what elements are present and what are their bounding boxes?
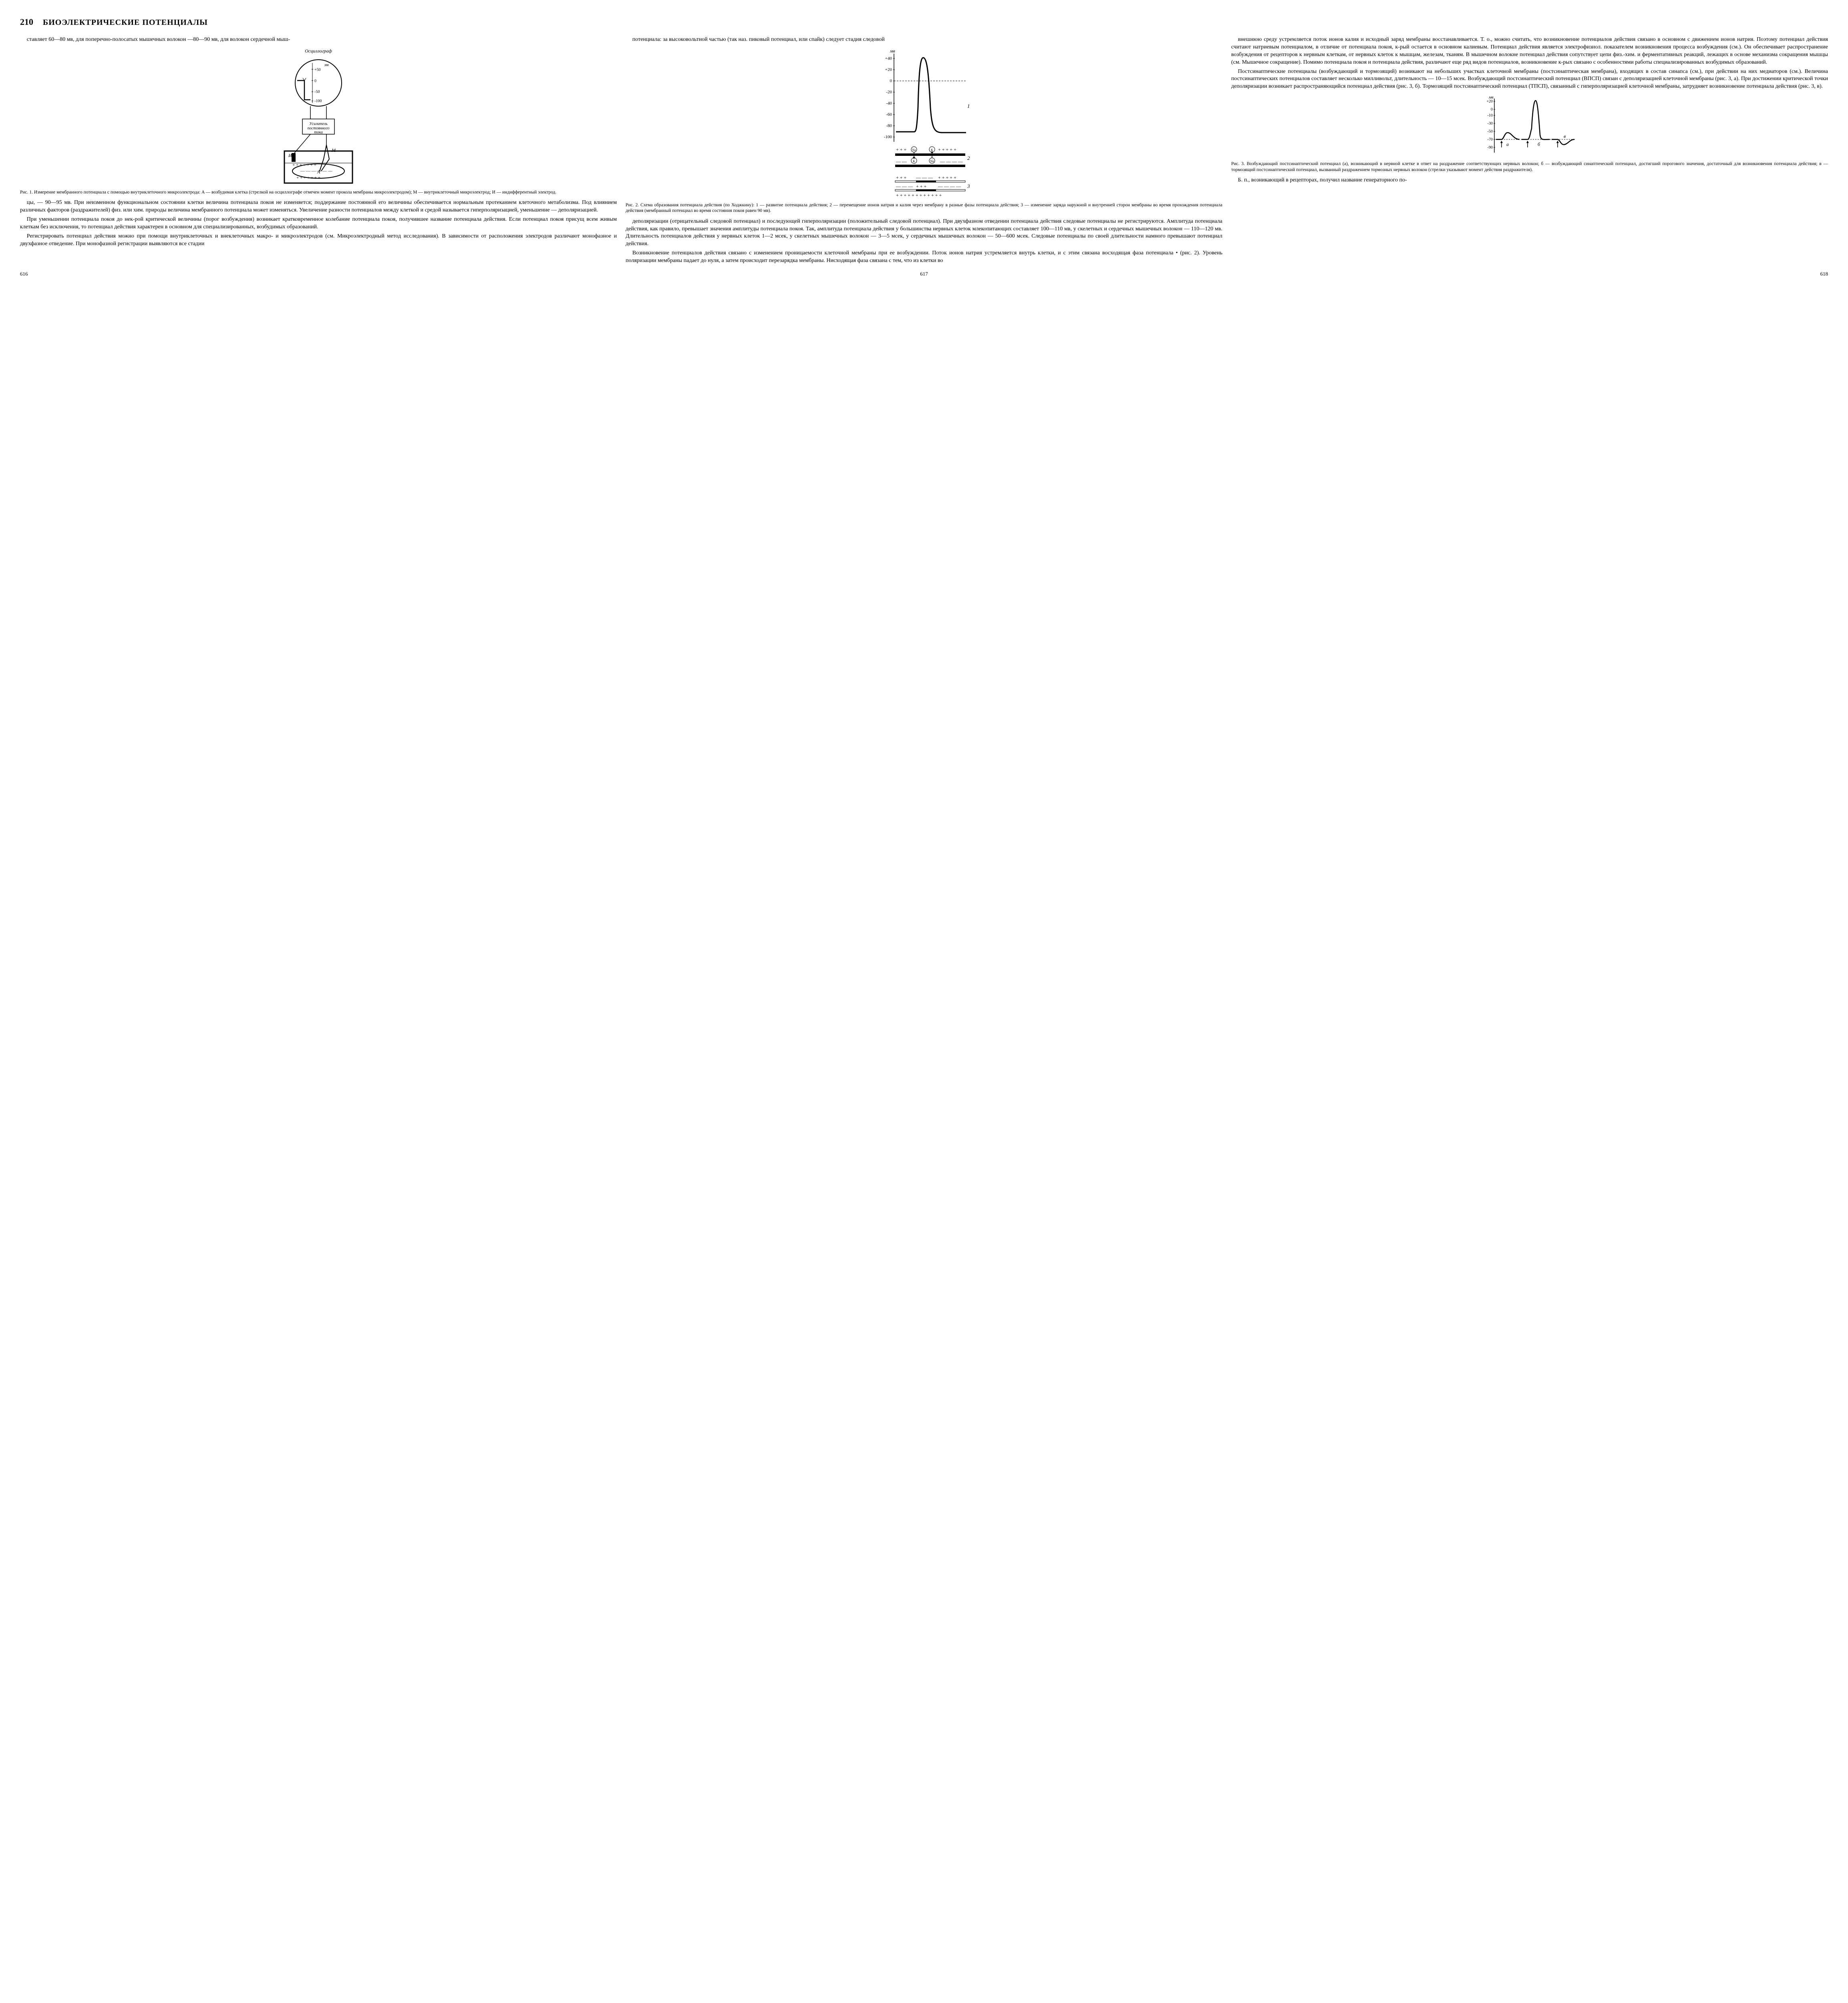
svg-text:— — — — — —: — — — — — — [300, 169, 333, 173]
svg-text:Na: Na [912, 148, 916, 152]
svg-text:+ + + + +: + + + + + [938, 175, 956, 180]
svg-text:в: в [1564, 133, 1566, 139]
svg-text:-100: -100 [884, 135, 892, 139]
svg-text:+ + +: + + + [896, 175, 907, 180]
column-3: внешнюю среду устремляется поток ионов к… [1231, 36, 1828, 266]
col1-p2: цы, — 90—95 мв. При неизменном функциона… [20, 199, 617, 214]
svg-text:-60: -60 [886, 112, 892, 117]
footer-n1: 616 [20, 270, 28, 278]
svg-text:— — — —: — — — — [938, 183, 961, 189]
svg-text:М: М [331, 147, 336, 153]
col3-p3: Б. п., возникающий в рецепторах, получил… [1231, 177, 1828, 184]
page-title: БИОЭЛЕКТРИЧЕСКИЕ ПОТЕНЦИАЛЫ [43, 17, 208, 28]
svg-text:мв: мв [324, 63, 329, 67]
svg-text:Усилитель: Усилитель [309, 122, 328, 126]
svg-text:Na: Na [930, 159, 934, 163]
svg-text:+20: +20 [1486, 99, 1493, 104]
svg-text:0: 0 [1491, 107, 1493, 112]
page-number: 210 [20, 16, 33, 28]
figure-2: мв +40 +20 0 -20 -40 -60 -80 -100 [626, 48, 1222, 214]
svg-text:+40: +40 [885, 56, 892, 61]
figure-2-svg: мв +40 +20 0 -20 -40 -60 -80 -100 [876, 48, 972, 200]
svg-text:-100: -100 [314, 99, 322, 103]
svg-text:— —: — — [896, 159, 907, 164]
svg-text:-50: -50 [314, 90, 320, 94]
svg-text:0: 0 [890, 79, 892, 83]
svg-text:-50: -50 [1488, 129, 1493, 134]
footer-n3: 618 [1820, 270, 1828, 278]
svg-text:+ + + + + + +: + + + + + + + [292, 163, 316, 167]
svg-text:-90: -90 [1488, 145, 1493, 150]
svg-text:б: б [1538, 141, 1540, 147]
col2-p3: Возникновение потенциалов действия связа… [626, 250, 1222, 265]
svg-text:-20: -20 [886, 90, 892, 95]
svg-text:мв: мв [890, 48, 895, 54]
three-column-layout: ставляет 60—80 мв, для поперечно-полосат… [20, 36, 1828, 266]
col2-p2: деполяризации (отрицательный следовой по… [626, 218, 1222, 248]
svg-text:тока: тока [314, 130, 323, 135]
column-1: ставляет 60—80 мв, для поперечно-полосат… [20, 36, 617, 266]
figure-3: мв +20 0 -10 -30 -50 -70 -90 а [1231, 95, 1828, 173]
svg-text:-40: -40 [886, 101, 892, 106]
col2-p1: потенциала: за высоковольтной частью (та… [626, 36, 1222, 44]
fig1-osc-label: Осциллограф [20, 48, 617, 54]
svg-text:— — —: — — — [896, 183, 913, 189]
svg-text:-10: -10 [1488, 113, 1493, 118]
svg-text:+ + + + + + +: + + + + + + + [296, 175, 320, 180]
figure-1-caption: Рис. 1. Измерение мембранного потенциала… [20, 189, 617, 195]
svg-text:-80: -80 [886, 123, 892, 128]
col3-p1: внешнюю среду устремляется поток ионов к… [1231, 36, 1828, 66]
svg-text:— — —: — — — [916, 175, 933, 180]
figure-1: Осциллограф мв +50 0 -50 -100 [20, 48, 617, 195]
svg-text:+ + + + + + + + + + + +: + + + + + + + + + + + + [896, 192, 942, 198]
figure-1-svg: мв +50 0 -50 -100 Усилитель постоянного [272, 55, 364, 187]
svg-text:0: 0 [314, 79, 316, 83]
footer-page-numbers: 616 617 618 [20, 270, 1828, 278]
svg-text:+50: +50 [314, 68, 321, 72]
svg-text:+20: +20 [885, 67, 892, 72]
svg-text:2: 2 [967, 155, 970, 161]
svg-text:+ + +: + + + [896, 147, 907, 152]
svg-text:+ + +: + + + [916, 183, 927, 189]
svg-text:K: K [913, 159, 915, 163]
svg-text:-70: -70 [1488, 137, 1493, 142]
figure-2-caption: Рис. 2. Схема образования потенциала дей… [626, 202, 1222, 214]
footer-n2: 617 [920, 270, 928, 278]
column-2: потенциала: за высоковольтной частью (та… [626, 36, 1222, 266]
col3-p2: Постсинаптические потенциалы (возбуждающ… [1231, 68, 1828, 91]
col1-p4: Регистрировать потенциал действия можно … [20, 233, 617, 248]
col1-p3: При уменьшении потенциала покоя до нек-р… [20, 216, 617, 231]
figure-3-svg: мв +20 0 -10 -30 -50 -70 -90 а [1482, 95, 1578, 159]
svg-text:-30: -30 [1488, 121, 1493, 126]
svg-text:а: а [1506, 141, 1509, 147]
col1-p1: ставляет 60—80 мв, для поперечно-полосат… [20, 36, 617, 44]
figure-3-caption: Рис. 3. Возбуждающий постсинаптический п… [1231, 161, 1828, 173]
svg-text:A: A [317, 169, 320, 175]
svg-text:1: 1 [967, 103, 970, 109]
svg-text:+ + + + +: + + + + + [938, 147, 956, 152]
svg-text:3: 3 [967, 183, 970, 189]
page-header: 210 БИОЭЛЕКТРИЧЕСКИЕ ПОТЕНЦИАЛЫ [20, 16, 1828, 28]
svg-text:— — — —: — — — — [940, 159, 963, 164]
